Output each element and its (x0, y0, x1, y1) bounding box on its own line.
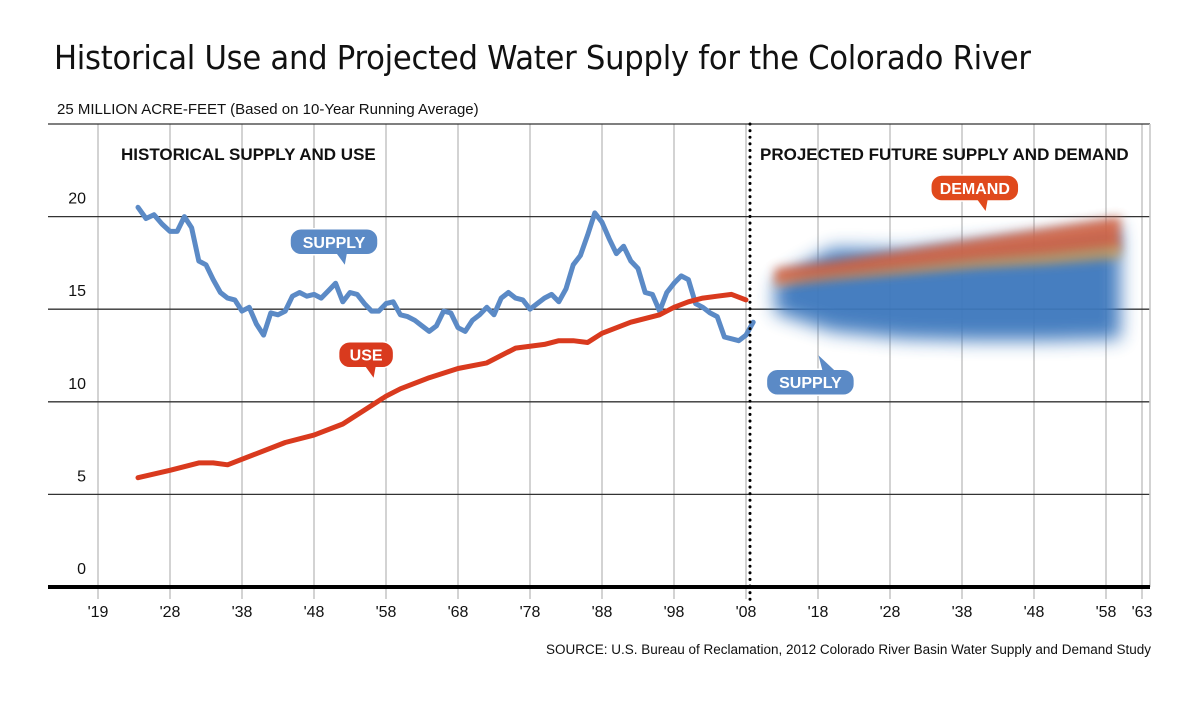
y-tick-label: 0 (77, 561, 86, 578)
projected-demand-low-fringe (774, 244, 1121, 286)
projection-bands (774, 216, 1121, 341)
callout-box (337, 340, 395, 369)
source-note: SOURCE: U.S. Bureau of Reclamation, 2012… (546, 642, 1151, 657)
y-axis-label: 25 MILLION ACRE-FEET (Based on 10-Year R… (57, 101, 479, 118)
series-line-supply (135, 204, 756, 344)
y-tick-label: 10 (68, 376, 86, 393)
series-lines (135, 204, 756, 481)
labels: '19 '28 '38 '48 '58 '68 '78 '88 '98 '08 '18 '28 '38 '… (68, 174, 1153, 621)
x-tick-label: '38 (952, 604, 973, 621)
callout-use: USE (337, 340, 395, 378)
callout-pointer (818, 355, 835, 371)
chart-title: Historical Use and Projected Water Suppl… (54, 38, 1031, 77)
callout-label: SUPPLY (779, 375, 842, 392)
x-tick-label: '48 (1024, 604, 1045, 621)
x-tick-label: '78 (520, 604, 541, 621)
y-tick-label: 5 (77, 468, 86, 485)
callout-box (765, 368, 856, 396)
x-tick-label: '18 (808, 604, 829, 621)
callout-box (289, 228, 379, 256)
x-tick-label: '98 (664, 604, 685, 621)
x-tick-label: '63 (1132, 604, 1153, 621)
callout-box (930, 174, 1020, 202)
x-tick-label: '19 (88, 604, 109, 621)
x-tick-label: '28 (160, 604, 181, 621)
series-line-use (135, 291, 749, 481)
x-tick-label: '88 (592, 604, 613, 621)
x-tick-label: '48 (304, 604, 325, 621)
x-tick-label: '38 (232, 604, 253, 621)
callout-pointer (336, 253, 347, 265)
section-label-projected: PROJECTED FUTURE SUPPLY AND DEMAND (760, 145, 1129, 164)
callout-pointer (977, 200, 988, 212)
callout-label: SUPPLY (303, 235, 366, 252)
callout-label: USE (350, 348, 383, 365)
axes (48, 122, 1150, 603)
x-tick-label: '58 (376, 604, 397, 621)
x-tick-label: '58 (1096, 604, 1117, 621)
x-tick-label: '68 (448, 604, 469, 621)
callout-supply: SUPPLY (765, 355, 856, 396)
projected-demand-band (774, 216, 1121, 286)
callout-demand: DEMAND (930, 174, 1020, 212)
callout-pointer (365, 366, 376, 378)
callout-supply: SUPPLY (289, 228, 379, 265)
callout-label: DEMAND (940, 181, 1010, 198)
y-tick-label: 20 (68, 191, 86, 208)
x-tick-label: '28 (880, 604, 901, 621)
section-label-historical: HISTORICAL SUPPLY AND USE (121, 145, 376, 164)
x-tick-label: '08 (736, 604, 757, 621)
y-tick-label: 15 (68, 283, 86, 300)
